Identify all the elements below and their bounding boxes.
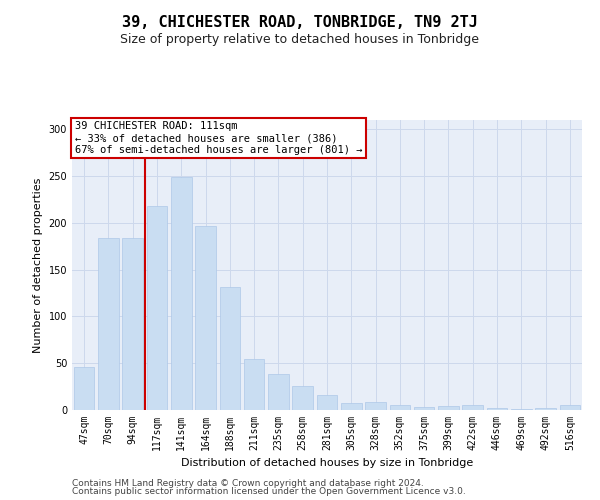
X-axis label: Distribution of detached houses by size in Tonbridge: Distribution of detached houses by size …	[181, 458, 473, 468]
Text: 39 CHICHESTER ROAD: 111sqm
← 33% of detached houses are smaller (386)
67% of sem: 39 CHICHESTER ROAD: 111sqm ← 33% of deta…	[74, 122, 362, 154]
Y-axis label: Number of detached properties: Number of detached properties	[33, 178, 43, 352]
Bar	[171, 177, 191, 410]
Bar	[195, 226, 216, 410]
Bar	[317, 395, 337, 410]
Bar	[414, 407, 434, 410]
Bar	[244, 358, 265, 410]
Bar	[146, 206, 167, 410]
Text: Contains public sector information licensed under the Open Government Licence v3: Contains public sector information licen…	[72, 487, 466, 496]
Bar	[220, 286, 240, 410]
Text: 39, CHICHESTER ROAD, TONBRIDGE, TN9 2TJ: 39, CHICHESTER ROAD, TONBRIDGE, TN9 2TJ	[122, 15, 478, 30]
Bar	[535, 408, 556, 410]
Bar	[365, 402, 386, 410]
Bar	[341, 402, 362, 410]
Bar	[560, 406, 580, 410]
Bar	[438, 406, 459, 410]
Text: Size of property relative to detached houses in Tonbridge: Size of property relative to detached ho…	[121, 32, 479, 46]
Bar	[268, 374, 289, 410]
Bar	[389, 406, 410, 410]
Bar	[74, 367, 94, 410]
Bar	[292, 386, 313, 410]
Bar	[463, 406, 483, 410]
Bar	[511, 409, 532, 410]
Bar	[122, 238, 143, 410]
Bar	[98, 238, 119, 410]
Text: Contains HM Land Registry data © Crown copyright and database right 2024.: Contains HM Land Registry data © Crown c…	[72, 478, 424, 488]
Bar	[487, 408, 508, 410]
